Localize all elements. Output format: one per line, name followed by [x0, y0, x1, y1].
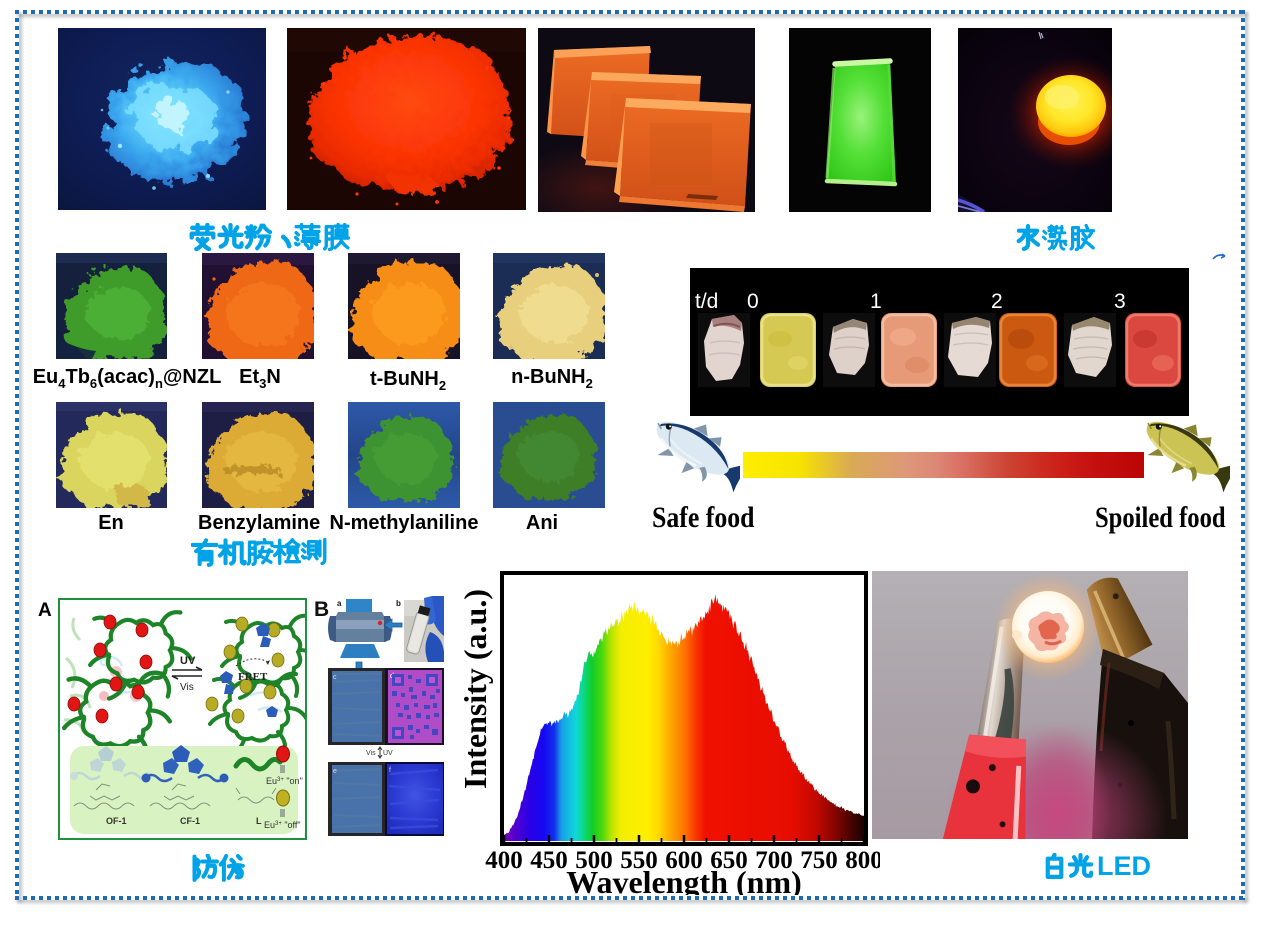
svg-text:Intensity (a.u.): Intensity (a.u.): [460, 589, 493, 789]
svg-text:450: 450: [530, 847, 568, 874]
svg-text:Vis: Vis: [366, 750, 376, 757]
svg-text:Wavelength (nm): Wavelength (nm): [566, 864, 802, 895]
svg-text:f: f: [389, 767, 391, 774]
svg-text:400: 400: [485, 847, 523, 874]
svg-text:Eu3+ "on": Eu3+ "on": [266, 776, 303, 786]
svg-text:0: 0: [747, 290, 759, 313]
svg-text:UV: UV: [180, 655, 196, 667]
svg-text:c: c: [333, 674, 337, 681]
svg-text:OF-1: OF-1: [106, 816, 127, 826]
svg-text:2: 2: [991, 290, 1003, 313]
svg-text:700: 700: [755, 847, 793, 874]
svg-text:3: 3: [1114, 290, 1126, 313]
svg-text:FRET: FRET: [238, 671, 268, 683]
svg-text:650: 650: [710, 847, 748, 874]
svg-text:a: a: [337, 599, 342, 608]
svg-text:Eu3+ "off": Eu3+ "off": [264, 820, 301, 830]
svg-text:500: 500: [575, 847, 613, 874]
svg-text:L: L: [256, 816, 262, 826]
svg-text:t/d: t/d: [695, 290, 718, 313]
svg-text:1: 1: [870, 290, 882, 313]
svg-text:e: e: [333, 768, 337, 775]
svg-text:800: 800: [845, 847, 880, 874]
svg-text:550: 550: [620, 847, 658, 874]
svg-text:Vis: Vis: [180, 682, 194, 693]
svg-text:b: b: [396, 599, 401, 608]
svg-text:750: 750: [800, 847, 838, 874]
svg-text:600: 600: [665, 847, 703, 874]
svg-text:UV: UV: [383, 750, 393, 757]
svg-text:B: B: [314, 598, 329, 621]
svg-text:CF-1: CF-1: [180, 816, 200, 826]
